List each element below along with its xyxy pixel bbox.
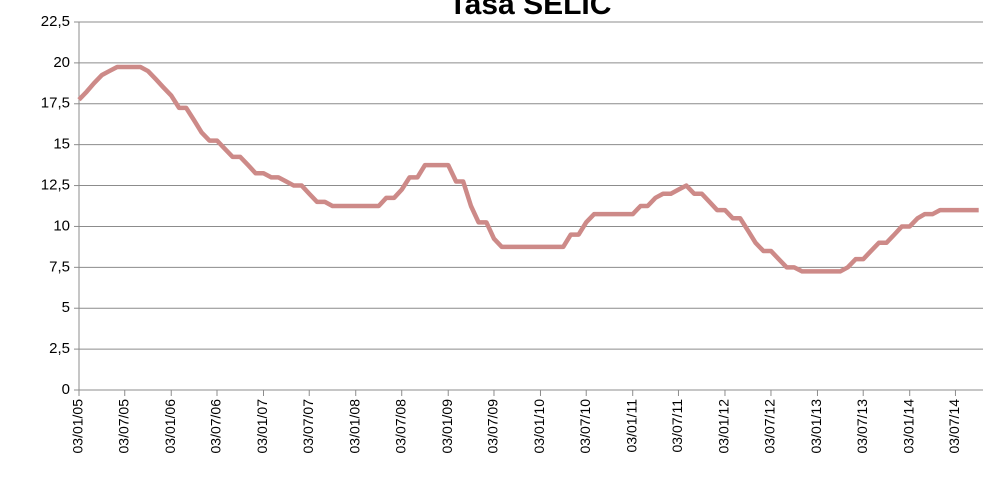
chart-title: Tasa SELIC <box>449 0 612 21</box>
y-tick-label: 22,5 <box>41 13 70 30</box>
x-tick-label: 03/07/06 <box>208 399 224 454</box>
x-tick-label: 03/01/08 <box>346 399 362 454</box>
x-tick-label: 03/01/14 <box>900 399 916 454</box>
x-tick-label: 03/07/11 <box>669 399 685 453</box>
y-tick-label: 15 <box>53 136 70 153</box>
x-tick-label: 03/07/14 <box>946 399 962 454</box>
y-tick-label: 5 <box>62 299 70 316</box>
y-tick-label: 20 <box>53 54 70 71</box>
x-tick-label: 03/01/05 <box>70 399 86 454</box>
x-tick-label: 03/07/07 <box>300 399 316 454</box>
y-tick-label: 12,5 <box>41 177 70 194</box>
x-tick-label: 03/07/10 <box>577 399 593 454</box>
x-tick-label: 03/07/13 <box>854 399 870 454</box>
y-tick-label: 2,5 <box>49 340 70 357</box>
x-tick-label: 03/07/09 <box>485 399 501 454</box>
x-tick-label: 03/01/09 <box>439 399 455 454</box>
data-line <box>77 64 979 274</box>
y-tick-label: 10 <box>53 217 70 234</box>
x-tick-label: 03/01/12 <box>716 399 732 454</box>
y-tick-label: 7,5 <box>49 258 70 275</box>
y-tick-label: 0 <box>62 381 70 398</box>
x-tick-label: 03/01/07 <box>254 399 270 454</box>
x-tick-label: 03/07/05 <box>115 399 131 454</box>
x-tick-label: 03/01/10 <box>531 399 547 454</box>
y-tick-label: 17,5 <box>41 95 70 112</box>
x-tick-label: 03/07/12 <box>762 399 778 454</box>
x-tick-label: 03/01/13 <box>808 399 824 454</box>
x-tick-label: 03/01/06 <box>162 399 178 454</box>
x-tick-label: 03/07/08 <box>392 399 408 454</box>
x-tick-label: 03/01/11 <box>623 399 639 453</box>
